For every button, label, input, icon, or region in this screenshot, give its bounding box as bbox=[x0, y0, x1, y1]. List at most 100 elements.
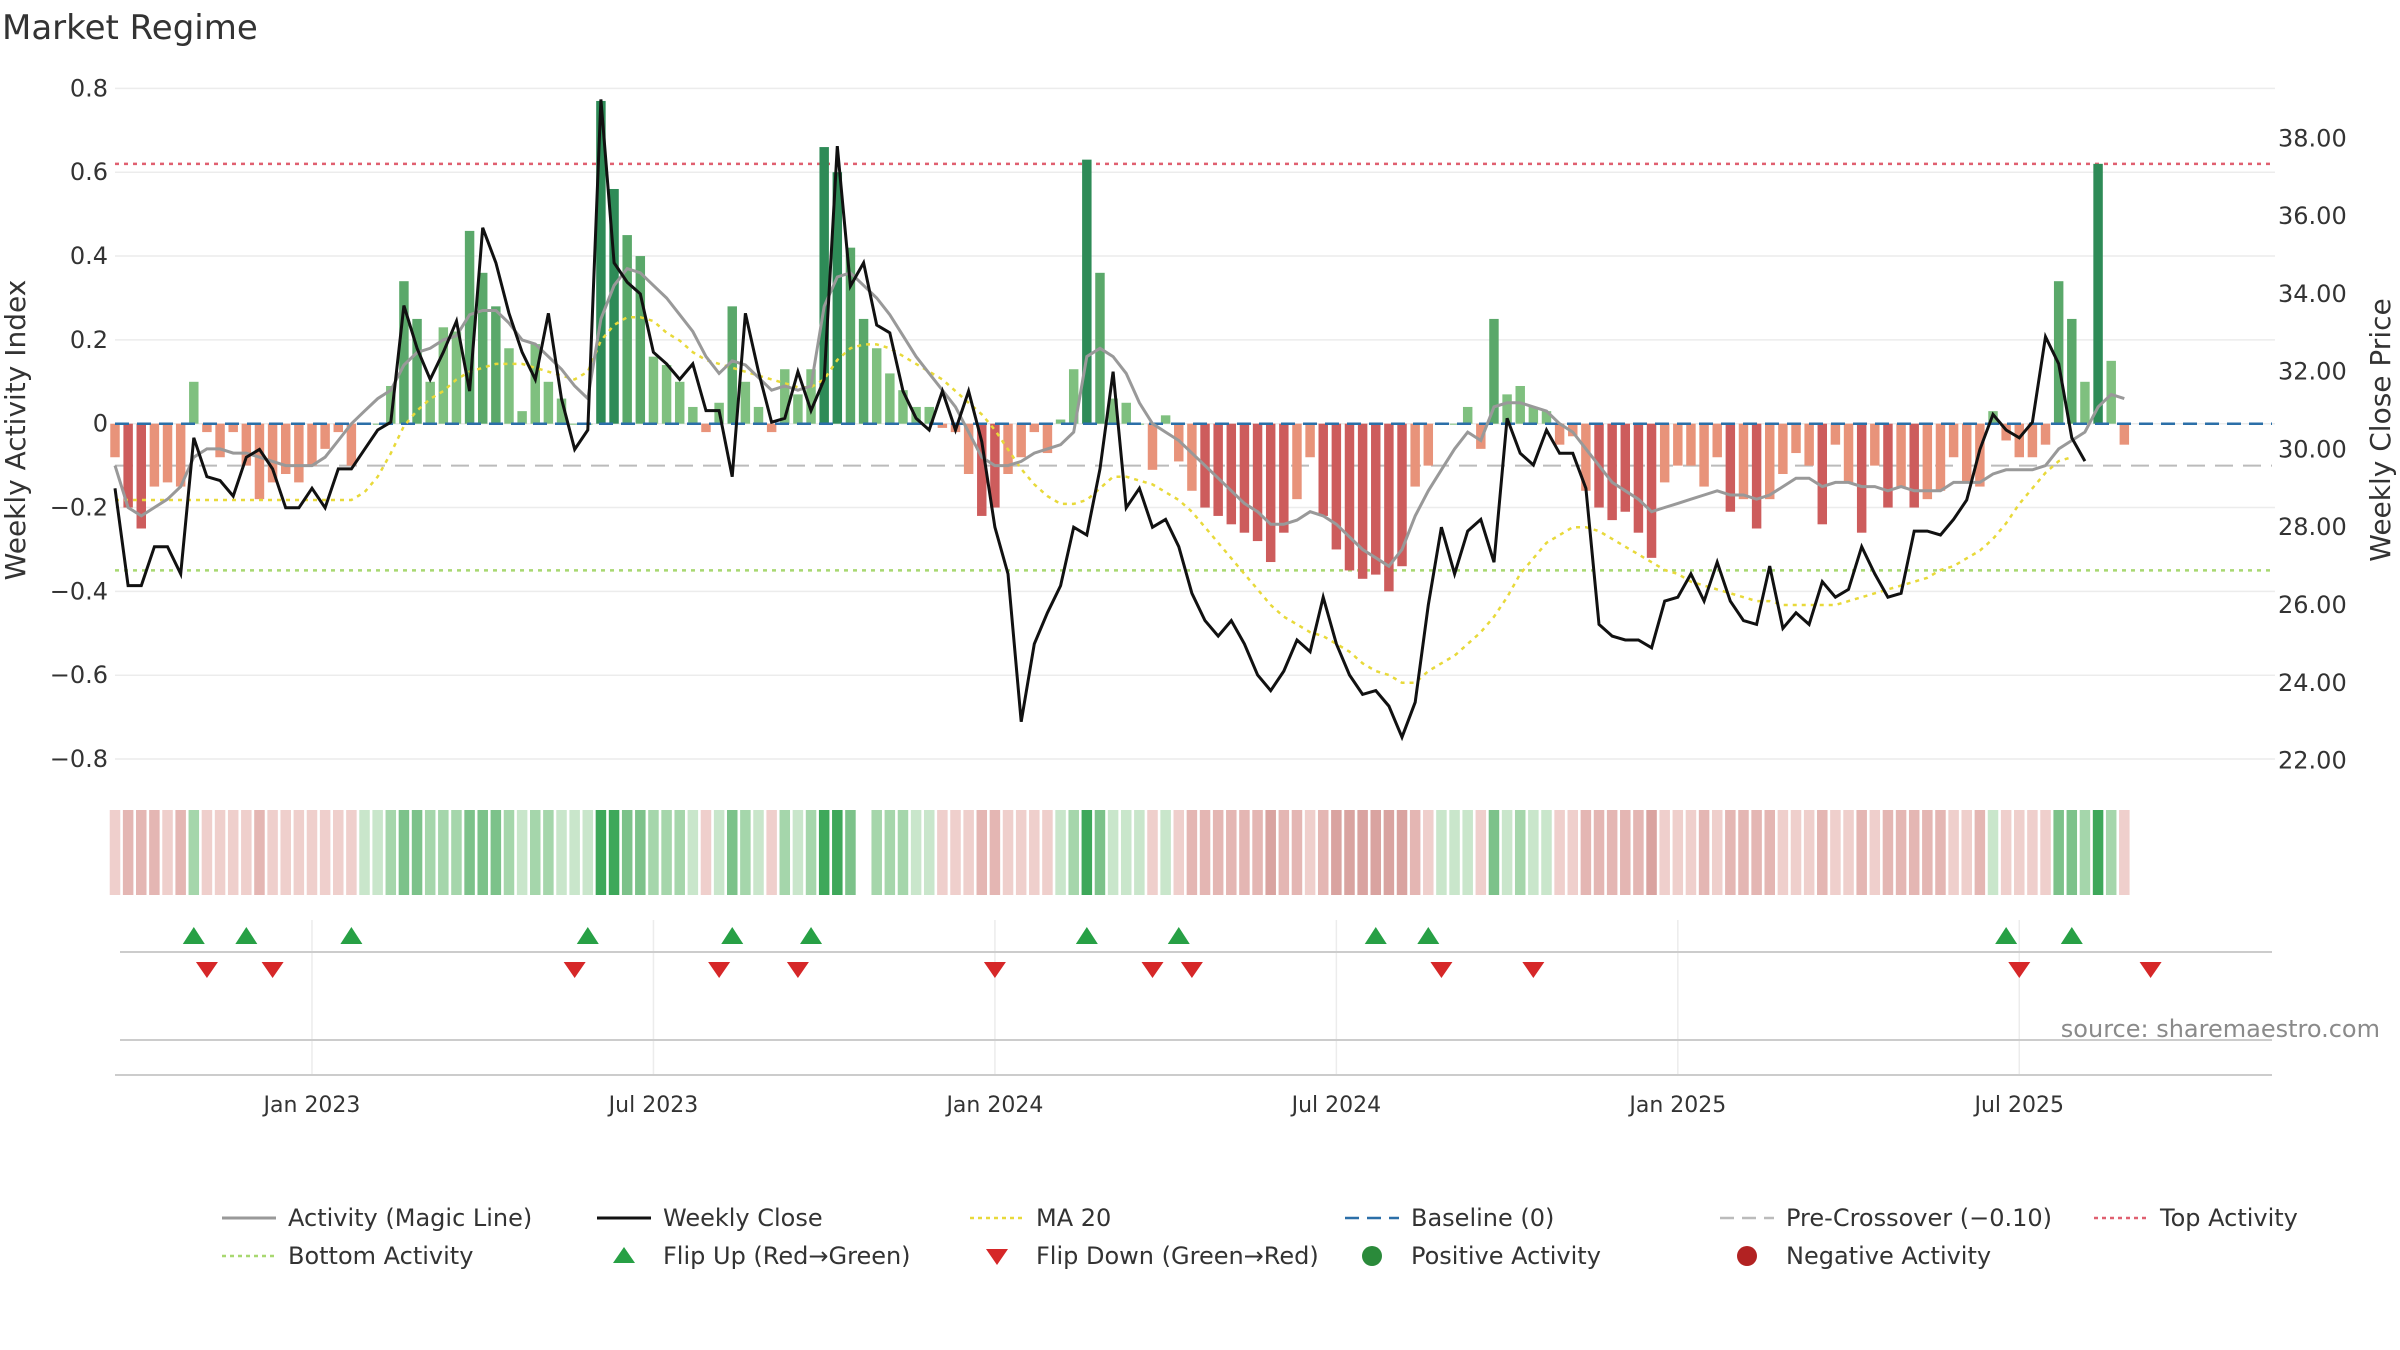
activity-bar bbox=[1870, 423, 1880, 466]
activity-bar bbox=[2027, 423, 2038, 458]
regime-strip-cell bbox=[792, 810, 804, 895]
regime-strip-cell bbox=[451, 810, 462, 895]
activity-bar bbox=[438, 327, 449, 424]
regime-strip-cell bbox=[1226, 810, 1237, 895]
legend-item: Weekly Close bbox=[595, 1200, 823, 1236]
source-credit: source: sharemaestro.com bbox=[2060, 1015, 2380, 1043]
activity-bar bbox=[806, 369, 816, 424]
activity-bar bbox=[1213, 423, 1223, 516]
regime-strip-cell bbox=[254, 810, 265, 895]
activity-bar bbox=[1397, 423, 1407, 567]
regime-strip-cell bbox=[1620, 810, 1631, 895]
activity-bar bbox=[701, 423, 711, 433]
legend-swatch bbox=[1345, 1216, 1399, 1220]
regime-strip-cell bbox=[2014, 810, 2025, 895]
regime-strip-cell bbox=[411, 810, 423, 895]
regime-strip-cell bbox=[2027, 810, 2038, 895]
activity-bar bbox=[517, 411, 527, 424]
activity-bar bbox=[1462, 406, 1473, 424]
activity-bar bbox=[1909, 423, 1919, 508]
regime-strip-cell bbox=[372, 810, 383, 895]
regime-strip-cell bbox=[1869, 810, 1881, 895]
regime-strip-cell bbox=[700, 810, 712, 895]
activity-bar bbox=[648, 356, 659, 424]
activity-bar bbox=[688, 406, 698, 424]
activity-bar bbox=[1646, 423, 1657, 558]
regime-strip-cell bbox=[608, 810, 620, 895]
regime-strip-cell bbox=[779, 810, 791, 895]
regime-strip-cell bbox=[687, 810, 699, 895]
right-tick-label: 28.00 bbox=[2278, 513, 2347, 541]
left-tick-label: −0.4 bbox=[50, 577, 108, 605]
regime-strip-cell bbox=[1357, 810, 1368, 895]
activity-bar bbox=[399, 281, 409, 424]
activity-bar bbox=[556, 398, 567, 424]
regime-strip-cell bbox=[1002, 810, 1014, 895]
regime-strip-cell bbox=[2053, 810, 2064, 895]
flip-up-marker bbox=[1417, 927, 1440, 944]
regime-strip-cell bbox=[661, 810, 672, 895]
flip-down-marker bbox=[195, 962, 218, 978]
activity-bar bbox=[228, 423, 238, 433]
activity-bar bbox=[924, 406, 934, 424]
regime-strip-cell bbox=[1199, 810, 1211, 895]
regime-strip-cell bbox=[674, 810, 685, 895]
activity-bar bbox=[1055, 419, 1066, 424]
regime-strip-cell bbox=[832, 810, 843, 895]
activity-bar bbox=[1515, 385, 1525, 424]
right-tick-label: 24.00 bbox=[2278, 669, 2347, 697]
activity-bar bbox=[885, 373, 895, 424]
activity-bar bbox=[1357, 423, 1368, 579]
regime-strip-cell bbox=[385, 810, 397, 895]
y-axis-right-title: Weekly Close Price bbox=[2364, 298, 2397, 561]
regime-strip-cell bbox=[319, 810, 331, 895]
activity-bar bbox=[1068, 369, 1079, 424]
activity-bar bbox=[1082, 159, 1092, 424]
regime-strip-cell bbox=[766, 810, 777, 895]
regime-strip-cell bbox=[1606, 810, 1618, 895]
flip-up-marker bbox=[1995, 927, 2018, 944]
regime-strip-cell bbox=[1134, 810, 1145, 895]
left-tick-label: 0.4 bbox=[70, 242, 108, 270]
flip-up-marker bbox=[721, 927, 744, 944]
activity-bar bbox=[333, 423, 343, 433]
regime-strip-cell bbox=[1331, 810, 1342, 895]
activity-bar bbox=[1725, 423, 1736, 512]
activity-bar bbox=[1371, 423, 1381, 575]
activity-bar bbox=[1384, 423, 1394, 592]
activity-bar bbox=[1791, 423, 1801, 454]
activity-bar bbox=[871, 348, 882, 424]
regime-strip-cell bbox=[267, 810, 278, 895]
regime-strip-cell bbox=[989, 810, 1001, 895]
x-tick-label: Jan 2023 bbox=[262, 1093, 361, 1118]
flip-down-marker bbox=[983, 962, 1006, 978]
regime-strip-cell bbox=[1173, 810, 1185, 895]
activity-bar bbox=[661, 365, 672, 424]
activity-bar bbox=[1502, 394, 1512, 424]
activity-bar bbox=[2119, 423, 2130, 445]
activity-bar bbox=[977, 423, 987, 516]
activity-bar bbox=[1751, 423, 1762, 529]
regime-strip-cell bbox=[464, 810, 475, 895]
regime-strip-cell bbox=[621, 810, 633, 895]
regime-strip-cell bbox=[1081, 810, 1093, 895]
flip-up-marker bbox=[800, 927, 823, 944]
activity-bar bbox=[1935, 423, 1946, 491]
regime-strip-cell bbox=[1383, 810, 1395, 895]
activity-bar bbox=[1948, 423, 1959, 458]
regime-strip-cell bbox=[503, 810, 515, 895]
legend-item: Flip Up (Red→Green) bbox=[595, 1238, 911, 1274]
left-tick-label: −0.8 bbox=[50, 745, 108, 773]
regime-strip-cell bbox=[1423, 810, 1434, 895]
activity-bar bbox=[740, 381, 751, 424]
flip-up-marker bbox=[1167, 927, 1190, 944]
activity-bar bbox=[1620, 423, 1631, 512]
regime-strip-cell bbox=[188, 810, 200, 895]
regime-strip-cell bbox=[910, 810, 922, 895]
flip-down-marker bbox=[1522, 962, 1545, 978]
market-regime-chart: 0.8 0.6 0.4 0.2 0 −0.2 −0.4 −0.6 −0.8 38.00 36.00 3… bbox=[0, 74, 2397, 1118]
flip-up-marker bbox=[182, 927, 205, 944]
activity-bar bbox=[845, 247, 856, 424]
regime-strip-cell bbox=[1922, 810, 1933, 895]
regime-strip-cell bbox=[1541, 810, 1552, 895]
